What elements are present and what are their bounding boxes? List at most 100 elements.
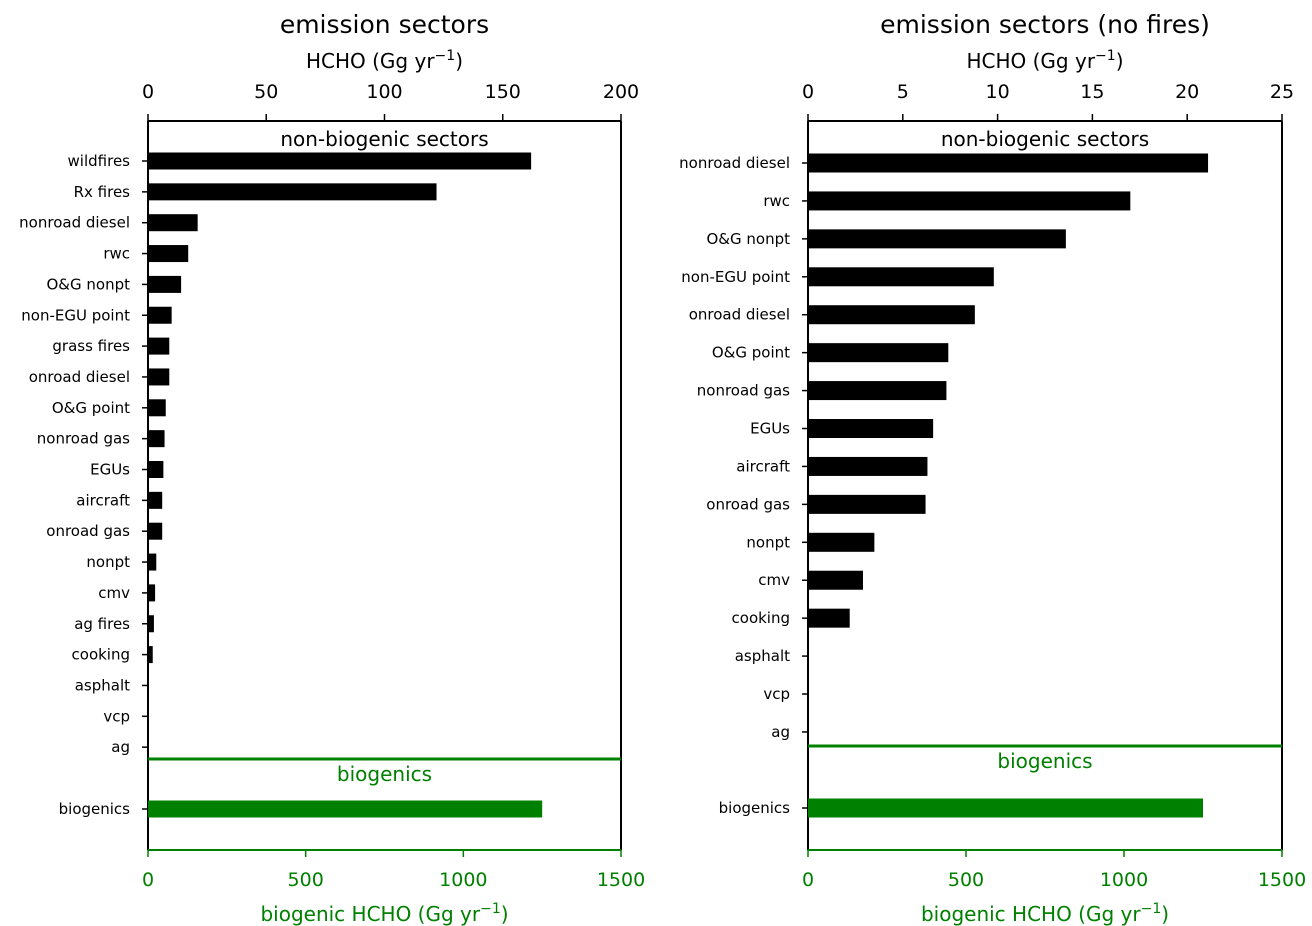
category-label: vcp	[103, 707, 130, 725]
bar	[808, 305, 975, 325]
category-label: O&G point	[52, 399, 130, 417]
top-tick-label: 0	[142, 81, 154, 103]
bottom-tick-label: 0	[142, 869, 154, 891]
category-label: asphalt	[735, 647, 790, 665]
top-tick-label: 100	[366, 81, 402, 103]
category-label: onroad gas	[46, 522, 130, 540]
bar	[808, 381, 947, 401]
category-label: nonpt	[746, 533, 790, 551]
bar	[808, 153, 1209, 173]
bar	[148, 306, 172, 324]
bar	[808, 191, 1131, 211]
category-label: cmv	[98, 584, 130, 602]
category-label: ag fires	[74, 615, 130, 633]
chart-panel-2: emission sectors (no fires) HCHO (Gg yr−1…	[679, 10, 1306, 926]
biogenic-section-label: biogenics	[337, 762, 432, 786]
bar	[808, 608, 850, 628]
category-label: onroad gas	[706, 495, 790, 513]
bar	[148, 214, 198, 232]
biogenic-category-label: biogenics	[719, 799, 791, 817]
biogenic-section-label: biogenics	[997, 749, 1092, 773]
bar	[148, 245, 189, 263]
category-label: vcp	[763, 685, 790, 703]
category-label: ag	[111, 738, 130, 756]
bar	[808, 343, 949, 363]
category-label: EGUs	[90, 461, 130, 479]
category-label: nonroad gas	[697, 382, 790, 400]
category-label: non-EGU point	[21, 306, 130, 324]
bar	[148, 615, 154, 633]
category-label: cooking	[72, 646, 130, 664]
category-label: nonroad diesel	[679, 154, 790, 172]
category-label: aircraft	[76, 491, 130, 509]
bar	[148, 461, 164, 478]
category-label: aircraft	[736, 457, 790, 475]
top-tick-label: 0	[802, 81, 814, 103]
bar	[148, 368, 170, 386]
category-label: O&G nonpt	[707, 230, 791, 248]
bottom-axis-label: biogenic HCHO (Gg yr−1)	[921, 901, 1169, 926]
bar	[808, 229, 1066, 249]
category-label: rwc	[103, 245, 130, 263]
top-tick-label: 15	[1080, 81, 1104, 103]
bar	[148, 275, 182, 293]
category-label: grass fires	[52, 337, 130, 355]
top-tick-label: 20	[1175, 81, 1199, 103]
top-tick-label: 200	[603, 81, 639, 103]
biogenic-bar	[148, 800, 543, 818]
category-label: cooking	[732, 609, 790, 627]
category-label: ag	[771, 723, 790, 741]
chart-title: emission sectors (no fires)	[880, 10, 1210, 39]
bottom-tick-label: 1000	[439, 869, 487, 891]
category-label: nonroad gas	[37, 430, 130, 448]
category-label: wildfires	[68, 152, 131, 170]
bar	[148, 646, 153, 664]
bottom-axis-label: biogenic HCHO (Gg yr−1)	[260, 901, 508, 926]
bar	[148, 430, 165, 448]
category-label: EGUs	[750, 420, 790, 438]
category-label: nonroad diesel	[19, 214, 130, 232]
biogenic-category-label: biogenics	[59, 800, 131, 818]
bottom-tick-label: 1500	[1258, 869, 1306, 891]
section-label: non-biogenic sectors	[280, 127, 488, 151]
bar	[808, 494, 926, 514]
bar	[148, 152, 532, 170]
category-label: onroad diesel	[29, 368, 130, 386]
category-label: rwc	[763, 192, 790, 210]
chart-title: emission sectors	[280, 10, 489, 39]
top-tick-label: 5	[897, 81, 909, 103]
biogenic-bar	[808, 798, 1203, 818]
bar	[148, 553, 157, 571]
top-axis-label: HCHO (Gg yr−1)	[306, 48, 463, 73]
bar	[148, 183, 437, 201]
top-tick-label: 150	[485, 81, 521, 103]
category-label: O&G point	[712, 344, 790, 362]
bottom-tick-label: 500	[288, 869, 324, 891]
bottom-tick-label: 0	[802, 869, 814, 891]
top-tick-label: 50	[254, 81, 278, 103]
bar	[148, 522, 163, 540]
bottom-tick-label: 500	[948, 869, 984, 891]
top-tick-label: 10	[986, 81, 1010, 103]
bar	[148, 584, 156, 602]
bar	[808, 570, 863, 590]
section-label: non-biogenic sectors	[941, 127, 1149, 151]
category-label: O&G nonpt	[47, 275, 131, 293]
bar	[808, 267, 994, 287]
bar	[808, 456, 928, 476]
bar	[148, 399, 166, 417]
bar	[808, 419, 934, 439]
category-label: non-EGU point	[681, 268, 790, 286]
category-label: Rx fires	[74, 183, 131, 201]
top-tick-label: 25	[1270, 81, 1294, 103]
category-label: asphalt	[75, 676, 130, 694]
bar	[808, 532, 875, 552]
bottom-tick-label: 1500	[597, 869, 645, 891]
chart-panel-1: emission sectors HCHO (Gg yr−1) 0 50 100 150 2…	[19, 10, 645, 926]
category-label: cmv	[758, 571, 790, 589]
bar	[148, 491, 163, 509]
top-axis-label: HCHO (Gg yr−1)	[966, 48, 1123, 73]
category-label: onroad diesel	[689, 306, 790, 324]
bar	[148, 337, 170, 355]
